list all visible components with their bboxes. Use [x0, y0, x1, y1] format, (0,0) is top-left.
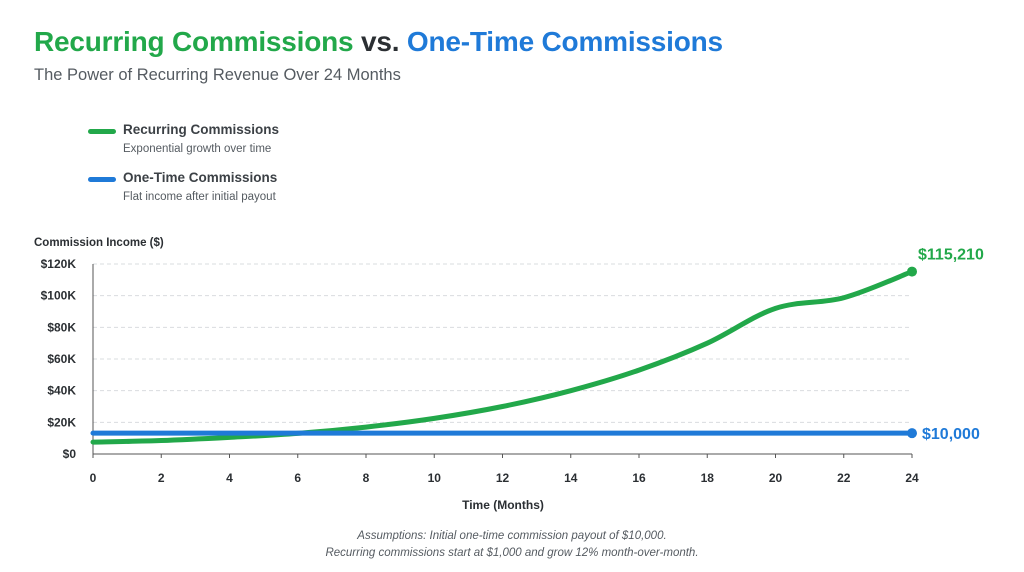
end-value-label: $115,210 — [918, 247, 984, 264]
title-one-time: One-Time Commissions — [406, 26, 723, 57]
title-recurring: Recurring Commissions — [34, 26, 354, 57]
x-tick-label: 10 — [428, 471, 442, 485]
y-axis-title: Commission Income ($) — [34, 237, 164, 249]
x-tick-label: 2 — [158, 471, 165, 485]
y-tick-label: $60K — [47, 352, 76, 366]
legend-swatch-one-time — [88, 177, 116, 182]
page-title: Recurring Commissions vs. One-Time Commi… — [34, 26, 723, 58]
y-tick-label: $100K — [41, 289, 77, 303]
page-subtitle: The Power of Recurring Revenue Over 24 M… — [34, 66, 401, 84]
x-tick-label: 8 — [363, 471, 370, 485]
y-tick-label: $20K — [47, 415, 76, 429]
legend-name: One-Time Commissions — [123, 170, 278, 185]
y-tick-label: $80K — [47, 320, 76, 334]
y-tick-label: $120K — [41, 257, 77, 271]
x-axis-title: Time (Months) — [462, 498, 544, 512]
x-tick-label: 18 — [701, 471, 715, 485]
series-lines — [90, 266, 917, 445]
legend-swatch-recurring — [88, 129, 116, 134]
x-tick-label: 24 — [905, 471, 919, 485]
x-tick-label: 0 — [90, 471, 97, 485]
x-tick-label: 14 — [564, 471, 578, 485]
x-tick-label: 20 — [769, 471, 783, 485]
grid-lines — [93, 263, 912, 423]
end-value-label: $10,000 — [922, 426, 980, 443]
footnote-line-2: Recurring commissions start at $1,000 an… — [325, 547, 699, 559]
y-tick-label: $0 — [63, 447, 77, 461]
series-line-recurring — [90, 269, 915, 445]
x-tick-label: 4 — [226, 471, 233, 485]
legend-description: Flat income after initial payout — [123, 191, 276, 203]
legend-description: Exponential growth over time — [123, 143, 272, 155]
assumptions-footnote: Assumptions: Initial one-time commission… — [0, 528, 1024, 562]
data-labels: $115,210 $10,000 — [918, 247, 984, 444]
title-vs: vs. — [353, 26, 407, 57]
footnote-line-1: Assumptions: Initial one-time commission… — [357, 530, 667, 542]
y-tick-label: $40K — [47, 384, 76, 398]
legend-name: Recurring Commissions — [123, 122, 280, 137]
x-tick-label: 22 — [837, 471, 851, 485]
series-end-point — [907, 266, 917, 277]
x-tick-label: 12 — [496, 471, 510, 485]
x-tick-label: 16 — [632, 471, 646, 485]
series-end-point — [907, 428, 917, 439]
x-tick-label: 6 — [294, 471, 301, 485]
